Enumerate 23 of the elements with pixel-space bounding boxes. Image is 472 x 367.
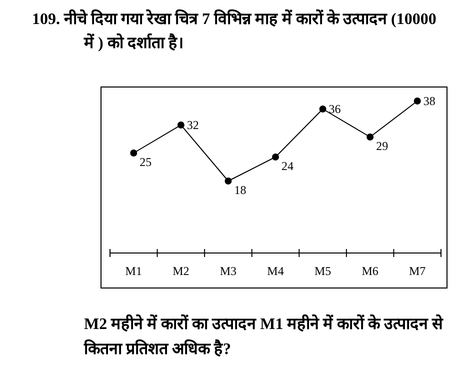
data-label: 29: [376, 139, 388, 153]
x-tick-label: M7: [409, 264, 426, 278]
text: M2 महीने में कारों का उत्पादन M1 महीने में कारों के उत्पादन से कितना प्रतिशत अधिक है?: [84, 313, 444, 360]
data-label: 36: [328, 102, 341, 116]
point: [272, 154, 279, 160]
data-label: 32: [186, 118, 199, 132]
data-label: 24: [282, 159, 294, 173]
point: [319, 106, 326, 112]
point: [366, 134, 374, 140]
x-tick-label: M2: [172, 264, 190, 278]
point: [414, 98, 421, 104]
point: [130, 150, 138, 156]
point: [177, 122, 184, 128]
x-tick-label: M4: [267, 264, 284, 278]
x-tick-label: M5: [314, 264, 332, 278]
x-tick-label: M6: [362, 264, 378, 278]
x-tick-label: M1: [125, 264, 142, 278]
data-label: 38: [423, 94, 436, 108]
chart-title: 109. नीचे दिया गया रेखा चित्र 7 विभिन्न माह में कारों के उत्पादन (10000 में ) को दर्शाता है।: [32, 8, 438, 54]
data-label: 25: [140, 155, 152, 169]
data-label: 18: [234, 183, 246, 197]
x-tick-label: M3: [220, 264, 237, 278]
point: [224, 178, 232, 184]
